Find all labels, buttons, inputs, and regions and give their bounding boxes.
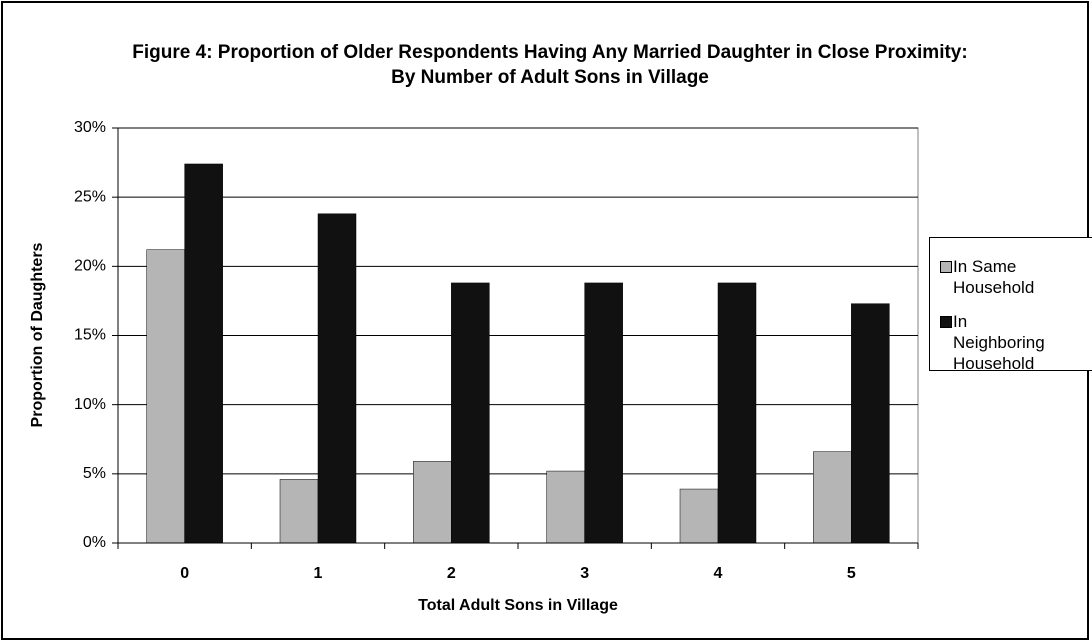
y-tick-label: 30% <box>74 119 106 136</box>
x-tick-label: 4 <box>714 565 723 582</box>
y-tick-label: 0% <box>83 534 106 551</box>
chart-title: Figure 4: Proportion of Older Respondent… <box>132 42 968 88</box>
legend-swatch <box>940 261 952 273</box>
y-tick-label: 25% <box>74 188 106 205</box>
bar <box>413 461 452 544</box>
legend-label: In Same Household <box>953 257 1035 297</box>
bar <box>546 470 585 544</box>
legend-label: In Neighboring Household <box>953 312 1045 373</box>
y-tick-label: 15% <box>74 327 106 344</box>
bar <box>279 479 319 544</box>
x-axis-title: Total Adult Sons in Village <box>418 597 618 614</box>
y-tick-label: 20% <box>74 258 106 275</box>
bar <box>184 163 223 544</box>
legend: In Same Household In Neighboring Househol… <box>929 237 1092 374</box>
x-tick-label: 2 <box>447 565 456 582</box>
y-tick-label: 10% <box>74 396 106 413</box>
x-tick-label: 1 <box>314 565 323 582</box>
bar <box>317 213 357 544</box>
bar <box>584 282 623 544</box>
y-tick-label: 5% <box>83 465 106 482</box>
legend-item: In Neighboring Household <box>940 311 1092 374</box>
x-tick-label: 0 <box>180 565 189 582</box>
bar <box>813 451 852 544</box>
bar <box>717 282 757 544</box>
legend-swatch <box>940 316 952 328</box>
bar <box>146 249 185 544</box>
bar <box>851 303 890 544</box>
bar <box>451 282 490 544</box>
bar <box>679 488 719 544</box>
x-tick-label: 5 <box>847 565 856 582</box>
y-axis-title: Proportion of Daughters <box>29 242 46 427</box>
x-tick-label: 3 <box>580 565 589 582</box>
legend-item: In Same Household <box>940 256 1092 298</box>
